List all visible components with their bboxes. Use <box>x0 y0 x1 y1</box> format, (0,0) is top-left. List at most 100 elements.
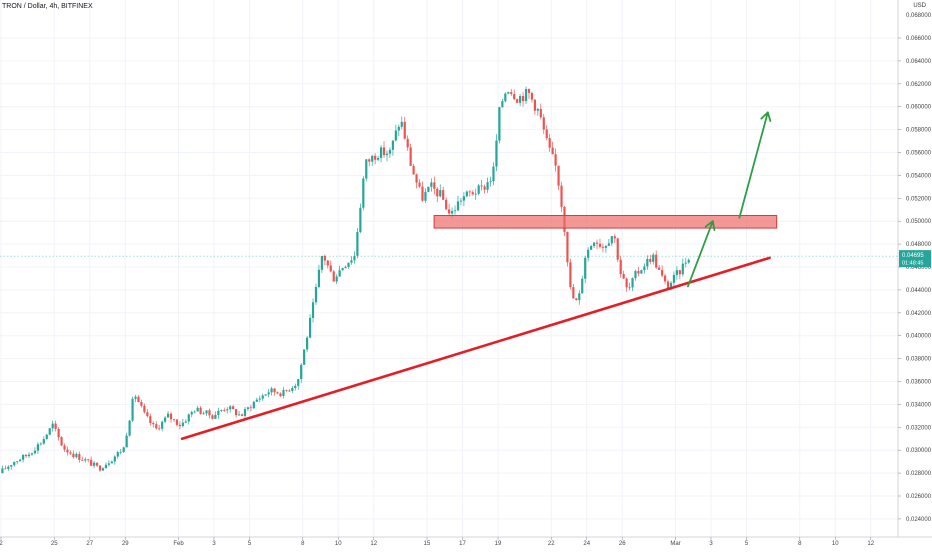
candle <box>445 197 448 210</box>
candle <box>661 265 664 278</box>
candle <box>338 265 341 277</box>
candle <box>81 456 84 461</box>
candle-body <box>205 410 208 414</box>
grid <box>0 0 898 537</box>
candle <box>394 124 397 142</box>
candle <box>98 464 102 472</box>
candle-body <box>140 402 143 406</box>
candle <box>536 108 539 116</box>
candle <box>252 400 255 410</box>
time-tick-label: 24 <box>583 541 590 547</box>
candle <box>610 235 613 247</box>
candle-body <box>172 419 176 421</box>
candle-body <box>13 461 16 466</box>
price-tick-label: 0.062000 <box>906 82 932 88</box>
candle-body <box>391 140 394 150</box>
candle <box>226 407 229 414</box>
candle-body <box>519 96 522 103</box>
candle-body <box>681 263 684 275</box>
time-axis[interactable]: 2 25 27 29 Feb 3 5 8 10 12 15 17 19 22 24 26 Mar 3 5 8 10 12 <box>0 536 932 547</box>
candle <box>607 239 610 246</box>
candle-body <box>243 409 247 416</box>
candle <box>255 397 258 403</box>
candle-body <box>394 130 397 141</box>
candle-body <box>128 420 131 436</box>
candle <box>507 91 510 95</box>
candle <box>285 389 288 393</box>
candle <box>54 420 57 432</box>
candle-body <box>640 270 643 274</box>
candle <box>634 269 637 281</box>
candle <box>581 275 584 294</box>
candle-body <box>610 236 613 244</box>
candle-body <box>554 154 557 166</box>
time-tick-label: 17 <box>459 541 466 547</box>
price-tick-label: 0.052000 <box>906 196 932 202</box>
candle-body <box>187 414 190 422</box>
candle <box>1 465 4 474</box>
price-tick-label: 0.054000 <box>906 173 932 179</box>
candle-body <box>93 462 96 466</box>
candle <box>415 173 418 189</box>
candle-body <box>22 454 25 460</box>
candle-body <box>51 423 54 429</box>
projection-arrow <box>687 220 716 288</box>
candle-body <box>433 182 436 189</box>
candle-body <box>359 207 362 233</box>
candle <box>592 241 596 248</box>
candle-body <box>306 337 309 350</box>
candle <box>640 269 643 274</box>
candle <box>75 452 78 459</box>
candle <box>16 460 19 465</box>
candle <box>208 408 211 419</box>
candle-body <box>379 147 383 158</box>
candle-body <box>527 89 531 94</box>
candle <box>519 94 522 106</box>
candle <box>152 421 155 428</box>
candle-body <box>291 387 294 391</box>
candle-body <box>622 273 625 279</box>
candle <box>684 257 687 268</box>
price-axis[interactable]: 0.068000 0.066000 0.064000 0.062000 0.060000… <box>897 0 932 537</box>
candle <box>501 98 504 108</box>
time-tick-label: 29 <box>122 541 129 547</box>
candle-body <box>406 138 409 148</box>
candle <box>249 404 252 412</box>
candle <box>63 443 66 452</box>
candle <box>172 418 176 422</box>
candle-body <box>252 401 255 409</box>
candle <box>619 255 622 278</box>
candle <box>78 451 81 463</box>
candle-body <box>371 155 374 162</box>
candle <box>462 192 465 207</box>
candle <box>261 393 264 401</box>
candle-body <box>551 147 554 155</box>
candle <box>66 446 69 456</box>
candle <box>495 134 498 172</box>
candle <box>675 266 678 280</box>
candle <box>196 405 199 412</box>
candle <box>60 436 63 447</box>
time-tick-label: 22 <box>548 541 555 547</box>
candle-body <box>297 379 300 386</box>
candle-body <box>409 147 412 166</box>
candle-body <box>643 266 646 271</box>
candle <box>181 418 184 428</box>
candle <box>672 271 676 288</box>
candle <box>486 177 489 193</box>
time-tick-label: 3 <box>212 541 216 547</box>
candle <box>311 298 315 323</box>
candle <box>291 386 294 394</box>
candles <box>1 86 690 474</box>
candle <box>365 158 368 182</box>
candle <box>527 88 531 99</box>
candle-body <box>403 121 406 139</box>
time-tick-label: 5 <box>745 541 749 547</box>
candle <box>297 378 300 390</box>
candle-body <box>631 278 634 288</box>
candle-body <box>75 454 78 458</box>
candle <box>403 117 406 140</box>
candle-body <box>246 407 250 410</box>
candle-body <box>539 109 542 118</box>
